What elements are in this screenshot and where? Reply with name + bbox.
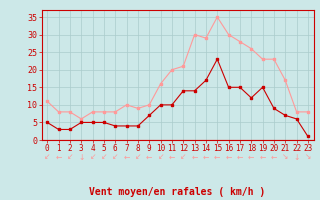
Text: ↙: ↙ (44, 153, 51, 162)
Text: ↓: ↓ (78, 153, 84, 162)
Text: ←: ← (146, 153, 152, 162)
Text: ↙: ↙ (157, 153, 164, 162)
Text: ↙: ↙ (180, 153, 187, 162)
Text: ←: ← (203, 153, 209, 162)
Text: ↙: ↙ (89, 153, 96, 162)
Text: ↘: ↘ (305, 153, 311, 162)
Text: ←: ← (55, 153, 62, 162)
Text: ←: ← (260, 153, 266, 162)
Text: ←: ← (237, 153, 243, 162)
Text: ↙: ↙ (101, 153, 107, 162)
Text: ←: ← (248, 153, 254, 162)
Text: ↙: ↙ (135, 153, 141, 162)
Text: ←: ← (169, 153, 175, 162)
Text: ←: ← (225, 153, 232, 162)
Text: ←: ← (124, 153, 130, 162)
Text: ←: ← (214, 153, 220, 162)
Text: ↙: ↙ (112, 153, 118, 162)
Text: ←: ← (191, 153, 198, 162)
Text: ↘: ↘ (282, 153, 288, 162)
Text: ↙: ↙ (67, 153, 73, 162)
Text: ↓: ↓ (293, 153, 300, 162)
Text: Vent moyen/en rafales ( km/h ): Vent moyen/en rafales ( km/h ) (90, 187, 266, 197)
Text: ←: ← (271, 153, 277, 162)
